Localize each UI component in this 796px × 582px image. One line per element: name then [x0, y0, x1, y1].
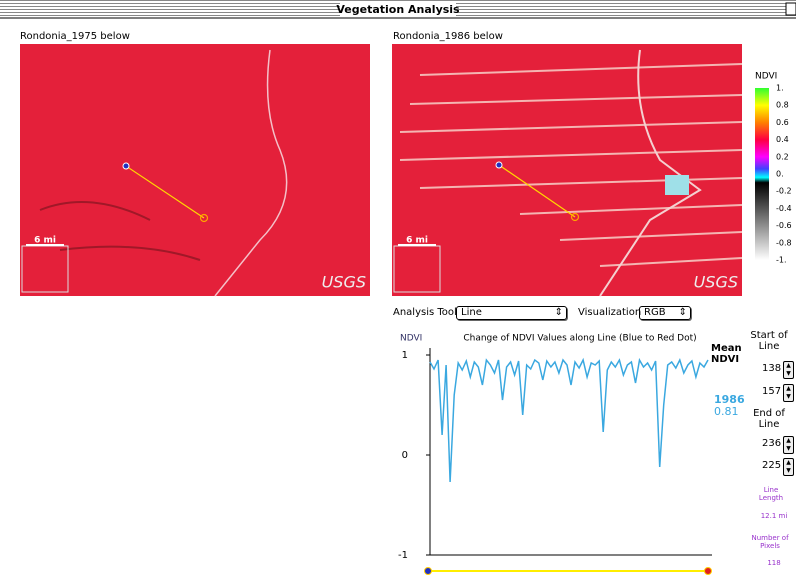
spinner[interactable]: ▲▼ — [783, 361, 794, 379]
colorbar — [755, 88, 769, 260]
y-tick-label: 1 — [402, 350, 408, 361]
pixels-label: Number of Pixels — [748, 534, 792, 550]
legend-label: 0.6 — [776, 118, 789, 127]
legend-label: 0.8 — [776, 101, 789, 110]
legend-label: -0.2 — [776, 187, 792, 196]
legend-label: 0. — [776, 170, 784, 179]
start-x: 138 — [762, 363, 781, 374]
satellite-image-1975 — [20, 44, 370, 296]
ndvi-profile-line — [430, 360, 708, 482]
usgs-logo: USGS — [322, 273, 366, 292]
spinner[interactable]: ▲▼ — [783, 384, 794, 402]
tool-label: Analysis Tool — [393, 307, 457, 318]
end-label: End of Line — [748, 408, 790, 430]
panel-label: Rondonia_1975 below — [20, 31, 130, 42]
tool-value: Line — [461, 307, 482, 318]
legend-label: -0.4 — [776, 204, 792, 213]
y-tick-label: -1 — [398, 550, 408, 561]
vis-value: RGB — [644, 307, 666, 318]
scale-label: 6 mi — [406, 236, 428, 246]
y-axis-label: NDVI — [400, 334, 422, 344]
end-dot[interactable] — [705, 568, 712, 575]
series-mean: 0.81 — [714, 405, 739, 418]
vis-select[interactable]: RGB⇕ — [639, 306, 691, 320]
window-title: Vegetation Analysis — [336, 3, 460, 16]
start-label: Start of Line — [748, 330, 790, 352]
panel-label: Rondonia_1986 below — [393, 31, 503, 42]
end-x: 236 — [762, 438, 781, 449]
legend-label: -0.8 — [776, 238, 792, 247]
length-value: 12.1 mi — [754, 512, 794, 520]
legend-label: 1. — [776, 84, 784, 93]
y-tick-label: 0 — [402, 450, 408, 461]
end-y: 225 — [762, 460, 781, 471]
canvas: Vegetation Analysis 6 mi USGS — [0, 0, 796, 582]
start-dot[interactable] — [425, 568, 432, 575]
tool-select[interactable]: Line⇕ — [456, 306, 567, 320]
pixels-value: 118 — [754, 559, 794, 567]
mean-label: Mean NDVI — [711, 343, 745, 365]
legend-label: -0.6 — [776, 221, 792, 230]
zoom-box[interactable] — [786, 3, 796, 15]
spinner[interactable]: ▲▼ — [783, 458, 794, 476]
scale-label: 6 mi — [34, 236, 56, 246]
spinner[interactable]: ▲▼ — [783, 436, 794, 454]
chart-title: Change of NDVI Values along Line (Blue t… — [463, 334, 696, 344]
legend-label: 0.2 — [776, 152, 789, 161]
satellite-image-1986 — [392, 44, 742, 296]
app-window: Vegetation Analysis 6 mi USGS — [0, 0, 796, 582]
legend-label: 0.4 — [776, 135, 789, 144]
length-label: Line Length — [754, 486, 788, 502]
start-y: 157 — [762, 386, 781, 397]
legend-label: -1. — [776, 256, 787, 265]
usgs-logo: USGS — [694, 273, 738, 292]
legend-title: NDVI — [755, 72, 777, 82]
vis-label: Visualization — [578, 307, 641, 318]
